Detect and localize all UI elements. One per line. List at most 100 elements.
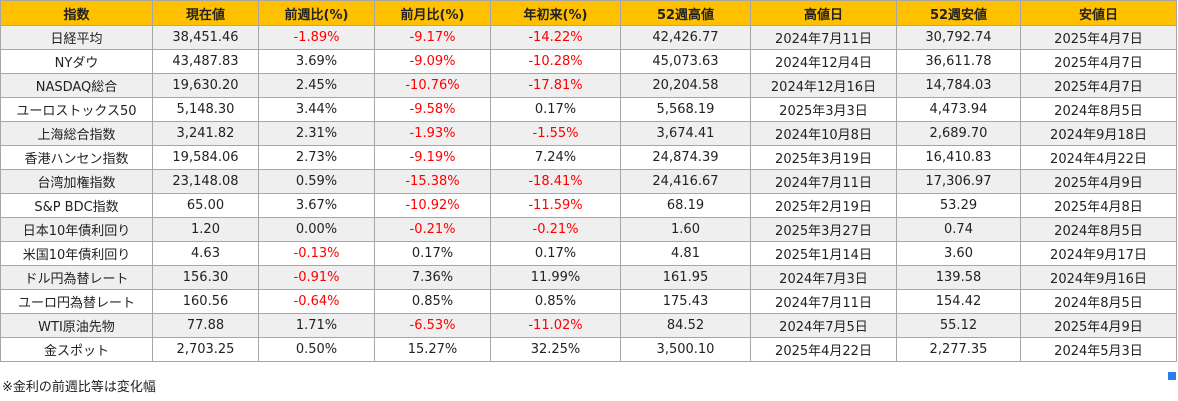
monthly-change-cell: -1.93% xyxy=(374,121,491,146)
weekly-change-cell: 1.71% xyxy=(258,313,375,338)
current-value-cell: 4.63 xyxy=(152,241,259,266)
table-row: NYダウ 43,487.83 3.69% -9.09% -10.28% 45,073.63… xyxy=(0,49,1177,74)
ytd-change-cell: 7.24% xyxy=(490,145,621,170)
low-date-cell: 2024年9月17日 xyxy=(1020,241,1177,266)
monthly-change-cell: -6.53% xyxy=(374,313,491,338)
table-row: 香港ハンセン指数 19,584.06 2.73% -9.19% 7.24% 24,874.… xyxy=(0,145,1177,170)
current-value-cell: 38,451.46 xyxy=(152,25,259,50)
footnote: ※金利の前週比等は変化幅 xyxy=(2,380,156,395)
ytd-change-cell: -18.41% xyxy=(490,169,621,194)
weekly-change-cell: 2.45% xyxy=(258,73,375,98)
col-header-high-date: 高値日 xyxy=(750,0,897,26)
high-value-cell: 24,416.67 xyxy=(620,169,751,194)
ytd-change-cell: 11.99% xyxy=(490,265,621,290)
weekly-change-cell: -0.64% xyxy=(258,289,375,314)
table-row: S&P BDC指数 65.00 3.67% -10.92% -11.59% 68.19 20… xyxy=(0,193,1177,218)
high-value-cell: 175.43 xyxy=(620,289,751,314)
low-date-cell: 2024年4月22日 xyxy=(1020,145,1177,170)
col-header-current: 現在値 xyxy=(152,0,259,26)
current-value-cell: 1.20 xyxy=(152,217,259,242)
high-date-cell: 2024年12月4日 xyxy=(750,49,897,74)
low-value-cell: 14,784.03 xyxy=(896,73,1021,98)
index-name-cell: 米国10年債利回り xyxy=(0,241,153,266)
weekly-change-cell: 0.00% xyxy=(258,217,375,242)
weekly-change-cell: 3.69% xyxy=(258,49,375,74)
current-value-cell: 2,703.25 xyxy=(152,337,259,362)
col-header-52w-low: 52週安値 xyxy=(896,0,1021,26)
header-row: 指数 現在値 前週比(%) 前月比(%) 年初来(%) 52週高値 高値日 52週安値 安値日 xyxy=(0,0,1177,26)
ytd-change-cell: -11.59% xyxy=(490,193,621,218)
table-row: 米国10年債利回り 4.63 -0.13% 0.17% 0.17% 4.81 2025年1月… xyxy=(0,241,1177,266)
ytd-change-cell: 0.85% xyxy=(490,289,621,314)
ytd-change-cell: -0.21% xyxy=(490,217,621,242)
weekly-change-cell: 0.50% xyxy=(258,337,375,362)
high-value-cell: 45,073.63 xyxy=(620,49,751,74)
high-date-cell: 2024年7月11日 xyxy=(750,169,897,194)
high-value-cell: 5,568.19 xyxy=(620,97,751,122)
current-value-cell: 3,241.82 xyxy=(152,121,259,146)
low-date-cell: 2025年4月9日 xyxy=(1020,313,1177,338)
high-value-cell: 20,204.58 xyxy=(620,73,751,98)
ytd-change-cell: 0.17% xyxy=(490,97,621,122)
current-value-cell: 23,148.08 xyxy=(152,169,259,194)
col-header-weekly-change: 前週比(%) xyxy=(258,0,375,26)
high-value-cell: 24,874.39 xyxy=(620,145,751,170)
low-value-cell: 36,611.78 xyxy=(896,49,1021,74)
current-value-cell: 43,487.83 xyxy=(152,49,259,74)
low-value-cell: 139.58 xyxy=(896,265,1021,290)
col-header-52w-high: 52週高値 xyxy=(620,0,751,26)
low-value-cell: 154.42 xyxy=(896,289,1021,314)
current-value-cell: 5,148.30 xyxy=(152,97,259,122)
monthly-change-cell: -10.92% xyxy=(374,193,491,218)
index-name-cell: ユーロストックス50 xyxy=(0,97,153,122)
high-value-cell: 42,426.77 xyxy=(620,25,751,50)
monthly-change-cell: 7.36% xyxy=(374,265,491,290)
index-name-cell: WTI原油先物 xyxy=(0,313,153,338)
col-header-low-date: 安値日 xyxy=(1020,0,1177,26)
table-row: NASDAQ総合 19,630.20 2.45% -10.76% -17.81% 20,2… xyxy=(0,73,1177,98)
current-value-cell: 19,630.20 xyxy=(152,73,259,98)
monthly-change-cell: 0.17% xyxy=(374,241,491,266)
table-row: ユーロ円為替レート 160.56 -0.64% 0.85% 0.85% 175.43 202… xyxy=(0,289,1177,314)
low-value-cell: 0.74 xyxy=(896,217,1021,242)
monthly-change-cell: -10.76% xyxy=(374,73,491,98)
ytd-change-cell: 32.25% xyxy=(490,337,621,362)
table-row: WTI原油先物 77.88 1.71% -6.53% -11.02% 84.52 2024年… xyxy=(0,313,1177,338)
index-name-cell: 日本10年債利回り xyxy=(0,217,153,242)
high-value-cell: 4.81 xyxy=(620,241,751,266)
index-name-cell: S&P BDC指数 xyxy=(0,193,153,218)
high-date-cell: 2024年7月11日 xyxy=(750,289,897,314)
col-header-index: 指数 xyxy=(0,0,153,26)
high-date-cell: 2025年3月3日 xyxy=(750,97,897,122)
index-name-cell: NASDAQ総合 xyxy=(0,73,153,98)
weekly-change-cell: 2.73% xyxy=(258,145,375,170)
monthly-change-cell: 15.27% xyxy=(374,337,491,362)
high-date-cell: 2024年10月8日 xyxy=(750,121,897,146)
low-value-cell: 2,277.35 xyxy=(896,337,1021,362)
table-row: 日経平均 38,451.46 -1.89% -9.17% -14.22% 42,426.7… xyxy=(0,25,1177,50)
monthly-change-cell: 0.85% xyxy=(374,289,491,314)
table-row: 日本10年債利回り 1.20 0.00% -0.21% -0.21% 1.60 2025年3… xyxy=(0,217,1177,242)
ytd-change-cell: -1.55% xyxy=(490,121,621,146)
table-row: 上海総合指数 3,241.82 2.31% -1.93% -1.55% 3,674.41 2… xyxy=(0,121,1177,146)
weekly-change-cell: -1.89% xyxy=(258,25,375,50)
current-value-cell: 156.30 xyxy=(152,265,259,290)
high-date-cell: 2025年3月19日 xyxy=(750,145,897,170)
index-name-cell: ユーロ円為替レート xyxy=(0,289,153,314)
table-row: ドル円為替レート 156.30 -0.91% 7.36% 11.99% 161.95 202… xyxy=(0,265,1177,290)
index-name-cell: ドル円為替レート xyxy=(0,265,153,290)
low-date-cell: 2025年4月8日 xyxy=(1020,193,1177,218)
high-value-cell: 3,500.10 xyxy=(620,337,751,362)
weekly-change-cell: -0.91% xyxy=(258,265,375,290)
low-value-cell: 30,792.74 xyxy=(896,25,1021,50)
ytd-change-cell: -10.28% xyxy=(490,49,621,74)
current-value-cell: 160.56 xyxy=(152,289,259,314)
high-value-cell: 84.52 xyxy=(620,313,751,338)
high-value-cell: 161.95 xyxy=(620,265,751,290)
weekly-change-cell: -0.13% xyxy=(258,241,375,266)
high-date-cell: 2025年4月22日 xyxy=(750,337,897,362)
col-header-ytd: 年初来(%) xyxy=(490,0,621,26)
table-body: 日経平均 38,451.46 -1.89% -9.17% -14.22% 42,426.7… xyxy=(0,25,1177,362)
low-value-cell: 3.60 xyxy=(896,241,1021,266)
resize-handle[interactable] xyxy=(1168,372,1176,380)
